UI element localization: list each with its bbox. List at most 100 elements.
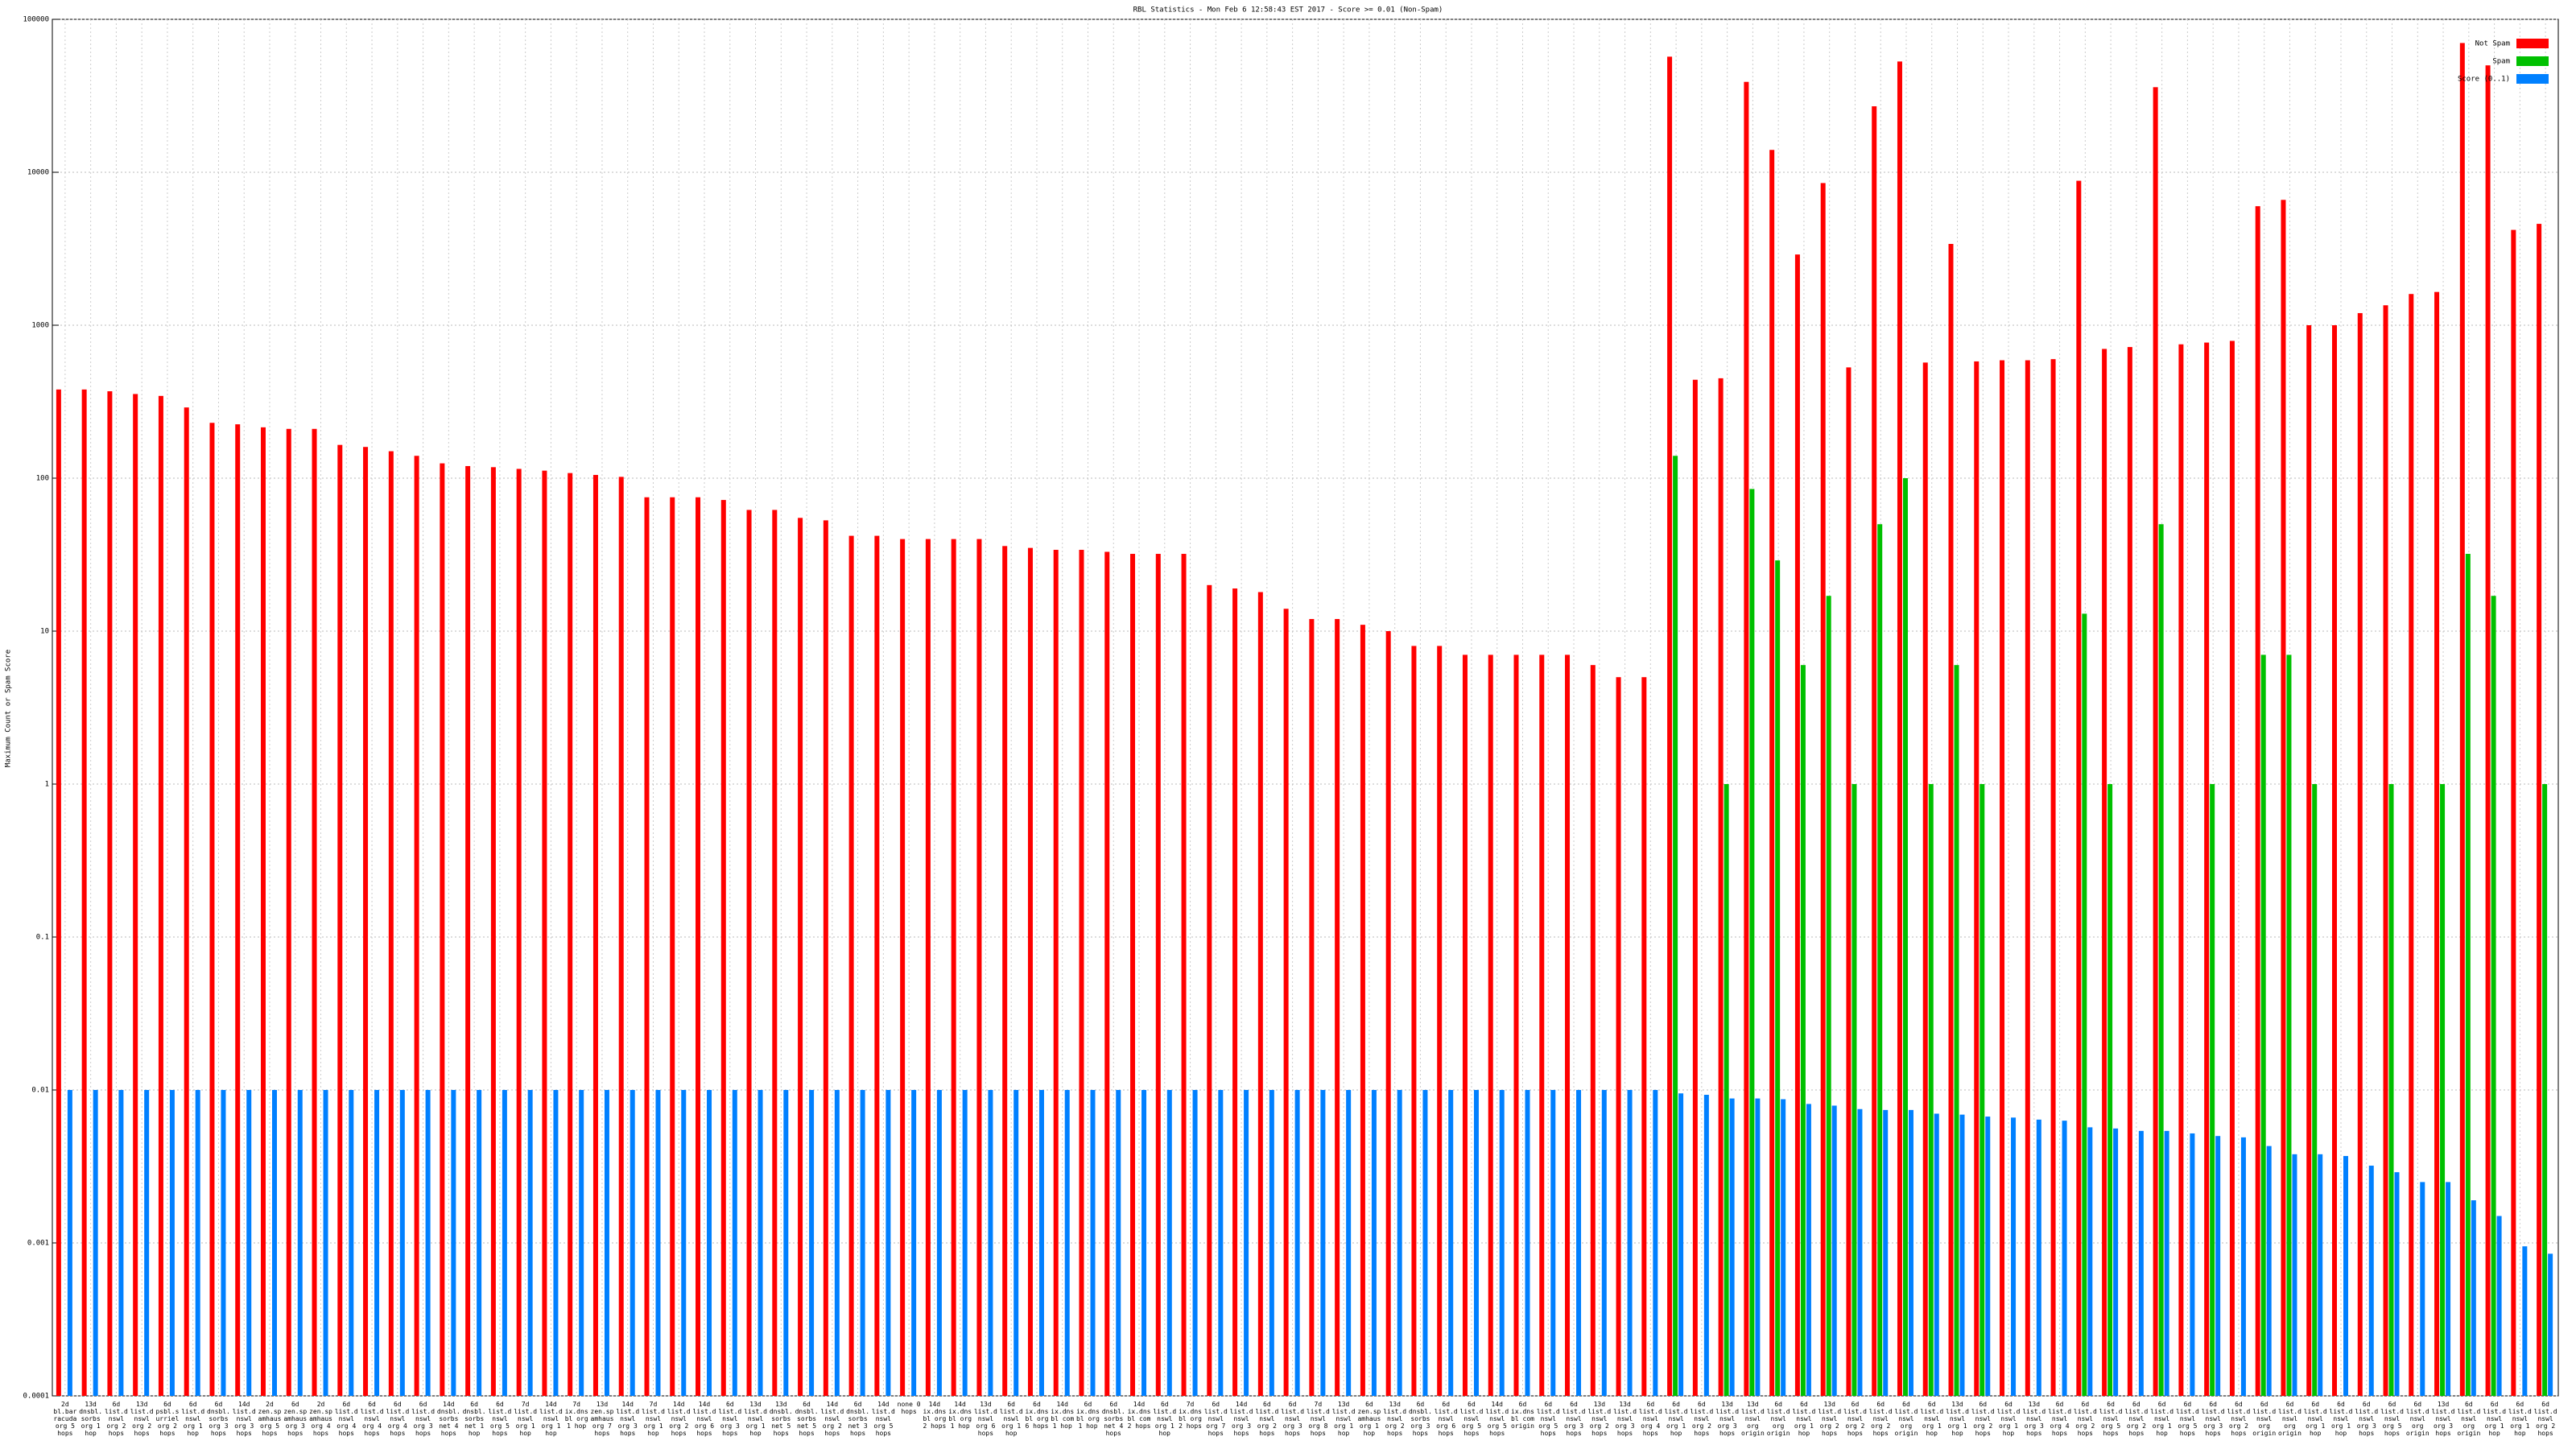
y-tick-label: 10000 [27,169,49,177]
bar [1922,362,1928,1396]
bar [604,1090,609,1396]
x-tick-label: 14d list.dnswl org 1 hop [539,1401,563,1437]
x-tick-label: 6d list.dnswl org origin [1766,1401,1790,1437]
x-tick-label: 7d ix.dnsbl org 1 hop [564,1401,588,1430]
x-tick-label: 6d list.dnswl org origin [2278,1401,2301,1437]
y-tick-label: 0.001 [27,1240,49,1248]
bar [644,497,650,1397]
bar [1934,1113,1939,1396]
bar [2286,654,2292,1396]
bar [502,1090,507,1396]
bar [2388,784,2394,1396]
bar [1744,81,1749,1396]
bar [2062,1121,2067,1396]
y-tick-label: 100000 [23,16,49,24]
x-tick-label: 6d list.dnswl org 2 hops [104,1401,128,1437]
x-tick-label: 7d list.dnswl org 1 hop [514,1401,538,1437]
bar [261,427,266,1396]
bar [976,539,982,1396]
x-tick-label: 6d list.dnswl org 4 hops [360,1401,384,1437]
bar [2036,1119,2041,1396]
bar [1002,546,1008,1397]
bar [184,407,189,1396]
bar [465,465,471,1396]
bar [286,428,291,1396]
bar [93,1090,98,1396]
x-tick-label: 13d list.dnswl org 3 hops [2022,1401,2046,1437]
bar [2465,554,2471,1396]
bar [158,395,163,1397]
x-tick-label: 6d list.dnswl org 2 hops [1255,1401,1279,1437]
bar [925,539,931,1396]
x-tick-label: 6d list.dnswl org origin [2405,1401,2429,1437]
x-tick-label: 7d list.dnswl org 1 hop [642,1401,665,1437]
x-tick-label: 6d list.dnswl org 3 hops [2201,1401,2225,1437]
bar [1116,1090,1121,1396]
bar [337,444,343,1397]
bar [2420,1182,2425,1396]
bar [911,1090,917,1396]
bar [2158,524,2164,1396]
bar [1653,1090,1658,1396]
bar [1800,665,1806,1396]
bar [1979,784,1985,1396]
legend-label: Not Spam [2475,40,2510,48]
y-tick-label: 0.01 [31,1087,49,1095]
x-tick-label: 14d list.dnswl org 5 hops [1485,1401,1509,1437]
bar [936,1090,942,1396]
x-tick-label: 13d list.dnswl org 6 hops [973,1401,997,1437]
x-tick-label: 13d list.dnswl org 1 hop [744,1401,767,1437]
bar [746,510,752,1396]
bar [707,1090,712,1396]
x-tick-label: 6d zen.spamhaus org 1 hop [1357,1401,1381,1437]
bar [107,391,113,1396]
x-tick-label: 14d dnsbl.sorbs net 4 hops [436,1401,460,1437]
bar [1192,1090,1198,1396]
x-tick-label: 6d list.dnswl org 2 hops [2124,1401,2149,1437]
bar [1371,1090,1377,1396]
bar [1724,784,1729,1396]
bar [388,451,394,1396]
bar [1499,1090,1505,1396]
x-tick-label: 2d bl.barracuda org 5 hops [53,1401,77,1437]
bar [1729,1098,1735,1396]
bar [1232,588,1238,1396]
bar [900,539,906,1396]
x-tick-label: 6d list.dnswl org 4 hops [386,1401,410,1437]
bar [1794,254,1800,1396]
x-tick-label: 13d list.dnswl org 2 hops [1818,1401,1842,1437]
x-tick-label: 6d list.dnswl org 6 hops [1434,1401,1458,1437]
x-tick-label: 6d list.dnswl org 4 hops [334,1401,358,1437]
bar [1038,1090,1044,1396]
x-tick-label: 14d list.dnswl org 2 hops [820,1401,844,1437]
bar [2025,360,2030,1397]
bar [630,1090,635,1396]
bar [2292,1154,2297,1396]
x-tick-label: 6d list.dnswl org 5 hops [2175,1401,2199,1437]
bar [1513,654,1519,1396]
bar [451,1090,456,1396]
x-tick-label: 6d list.dnswl org 5 hops [1459,1401,1484,1437]
x-tick-label: 6d list.dnswl org 1 hop [1153,1401,1177,1437]
bar [1601,1090,1607,1396]
x-tick-label: 6d list.dnswl org 3 hops [718,1401,742,1437]
bar [2368,1166,2374,1396]
bar [144,1090,150,1396]
x-tick-label: 6d list.dnswl org 4 hops [1638,1401,1662,1437]
bar [1269,1090,1274,1396]
x-tick-label: 6d list.dnswl org 1 hop [2329,1401,2353,1437]
bar [1908,1109,1913,1396]
bar [349,1090,354,1396]
bar [1283,609,1289,1396]
bar [670,497,675,1397]
bar [579,1090,584,1396]
bar [209,423,215,1396]
x-tick-label: 6d list.dnswl org 1 hop [181,1401,205,1437]
bar [2113,1128,2119,1396]
bar [1218,1090,1224,1396]
bar [1948,244,1954,1396]
y-tick-label: 0.0001 [23,1393,49,1401]
x-tick-label: 7d list.dnswl org 8 hops [1306,1401,1330,1437]
bar [2127,347,2132,1396]
